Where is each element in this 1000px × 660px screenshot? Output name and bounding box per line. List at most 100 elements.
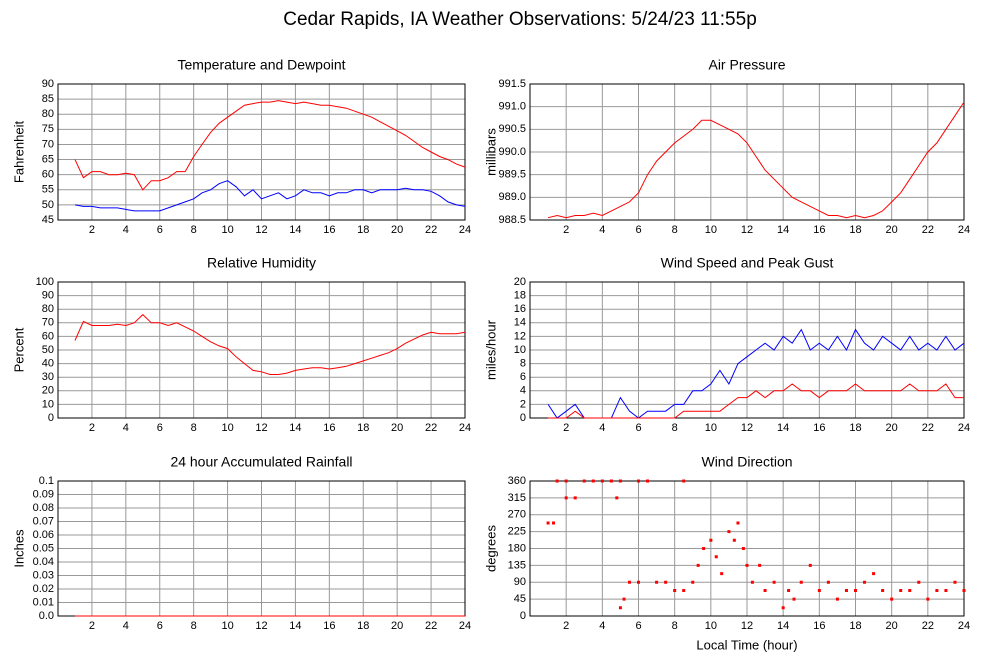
y-tick-label: 0	[48, 412, 54, 424]
x-tick-label: 6	[635, 224, 641, 236]
x-tick-label: 18	[849, 224, 861, 236]
x-tick-label: 22	[922, 422, 934, 434]
y-tick-label: 0	[520, 610, 526, 622]
x-tick-label: 4	[123, 620, 129, 632]
x-tick-label: 4	[123, 422, 129, 434]
x-tick-label: 24	[958, 224, 970, 236]
y-tick-label: 989.0	[498, 191, 526, 203]
x-tick-label: 14	[289, 224, 301, 236]
x-tick-label: 6	[635, 620, 641, 632]
point	[890, 597, 894, 601]
point	[615, 496, 619, 500]
y-tick-label: 90	[514, 576, 526, 588]
point	[591, 479, 595, 483]
x-tick-label: 10	[221, 224, 233, 236]
x-tick-label: 22	[922, 224, 934, 236]
x-tick-label: 6	[157, 422, 163, 434]
plot-frame	[529, 480, 965, 617]
point	[826, 580, 830, 584]
y-tick-label: 60	[42, 330, 54, 342]
y-tick-label: 16	[514, 303, 526, 315]
y-tick-label: 70	[42, 138, 54, 150]
y-tick-label: 90	[42, 290, 54, 302]
y-tick-label: 0	[520, 412, 526, 424]
x-tick-label: 14	[289, 422, 301, 434]
y-tick-label: 0.03	[33, 569, 54, 581]
x-tick-label: 16	[813, 422, 825, 434]
point	[781, 606, 785, 610]
y-tick-label: 18	[514, 290, 526, 302]
point	[926, 597, 930, 601]
y-tick-label: 270	[508, 509, 526, 521]
x-tick-label: 2	[563, 422, 569, 434]
y-tick-label: 2	[520, 398, 526, 410]
point	[627, 580, 631, 584]
point	[772, 580, 776, 584]
point	[546, 521, 550, 525]
x-tick-label: 2	[89, 422, 95, 434]
y-tick-label: 90	[42, 78, 54, 90]
y-tick-label: 6	[520, 371, 526, 383]
point	[709, 538, 713, 542]
point	[944, 589, 948, 592]
point	[792, 597, 796, 601]
y-tick-label: 8	[520, 358, 526, 370]
point	[714, 555, 718, 559]
y-tick-label: 100	[36, 276, 54, 288]
y-tick-label: 0.07	[33, 515, 54, 527]
panel-title: 24 hour Accumulated Rainfall	[170, 454, 352, 470]
point	[844, 589, 848, 592]
point	[908, 589, 912, 592]
y-tick-label: 20	[514, 276, 526, 288]
x-tick-label: 18	[357, 224, 369, 236]
page-title: Cedar Rapids, IA Weather Observations: 5…	[283, 9, 757, 30]
y-tick-label: 14	[514, 317, 526, 329]
y-tick-label: 85	[42, 93, 54, 105]
x-tick-label: 24	[958, 620, 970, 632]
point	[564, 479, 568, 483]
point	[720, 572, 724, 576]
y-tick-label: 65	[42, 153, 54, 165]
y-tick-label: 990.0	[498, 146, 526, 158]
y-tick-label: 135	[508, 559, 526, 571]
x-tick-label: 20	[886, 224, 898, 236]
point	[646, 479, 650, 483]
series-line	[548, 383, 964, 419]
y-tick-label: 0.04	[33, 556, 54, 568]
series-line	[547, 101, 965, 219]
x-tick-label: 8	[191, 422, 197, 434]
x-tick-label: 2	[89, 224, 95, 236]
x-tick-label: 16	[323, 224, 335, 236]
x-tick-label: 16	[323, 620, 335, 632]
y-tick-label: 10	[514, 344, 526, 356]
x-tick-label: 20	[391, 422, 403, 434]
x-tick-label: 12	[255, 224, 267, 236]
series-line	[547, 328, 965, 419]
x-tick-label: 14	[777, 422, 789, 434]
plot-frame	[529, 83, 965, 221]
point	[682, 479, 686, 483]
point	[727, 530, 731, 534]
point	[552, 521, 556, 525]
series-line	[74, 100, 466, 191]
point	[736, 521, 740, 525]
y-tick-label: 0.08	[33, 502, 54, 514]
x-tick-label: 8	[191, 224, 197, 236]
point	[655, 580, 659, 584]
panel-title: Wind Direction	[701, 454, 792, 470]
x-tick-label: 20	[886, 620, 898, 632]
y-tick-label: 70	[42, 317, 54, 329]
y-tick-label: 12	[514, 330, 526, 342]
y-axis-label: Percent	[11, 327, 26, 372]
y-tick-label: 991.5	[498, 78, 526, 90]
x-tick-label: 4	[599, 422, 605, 434]
plot-frame	[57, 83, 466, 221]
y-tick-label: 60	[42, 169, 54, 181]
x-tick-label: 24	[459, 422, 471, 434]
y-tick-label: 80	[42, 303, 54, 315]
y-tick-label: 75	[42, 123, 54, 135]
y-tick-label: 80	[42, 108, 54, 120]
plot-frame	[57, 281, 466, 419]
point	[664, 580, 668, 584]
point	[618, 479, 622, 483]
